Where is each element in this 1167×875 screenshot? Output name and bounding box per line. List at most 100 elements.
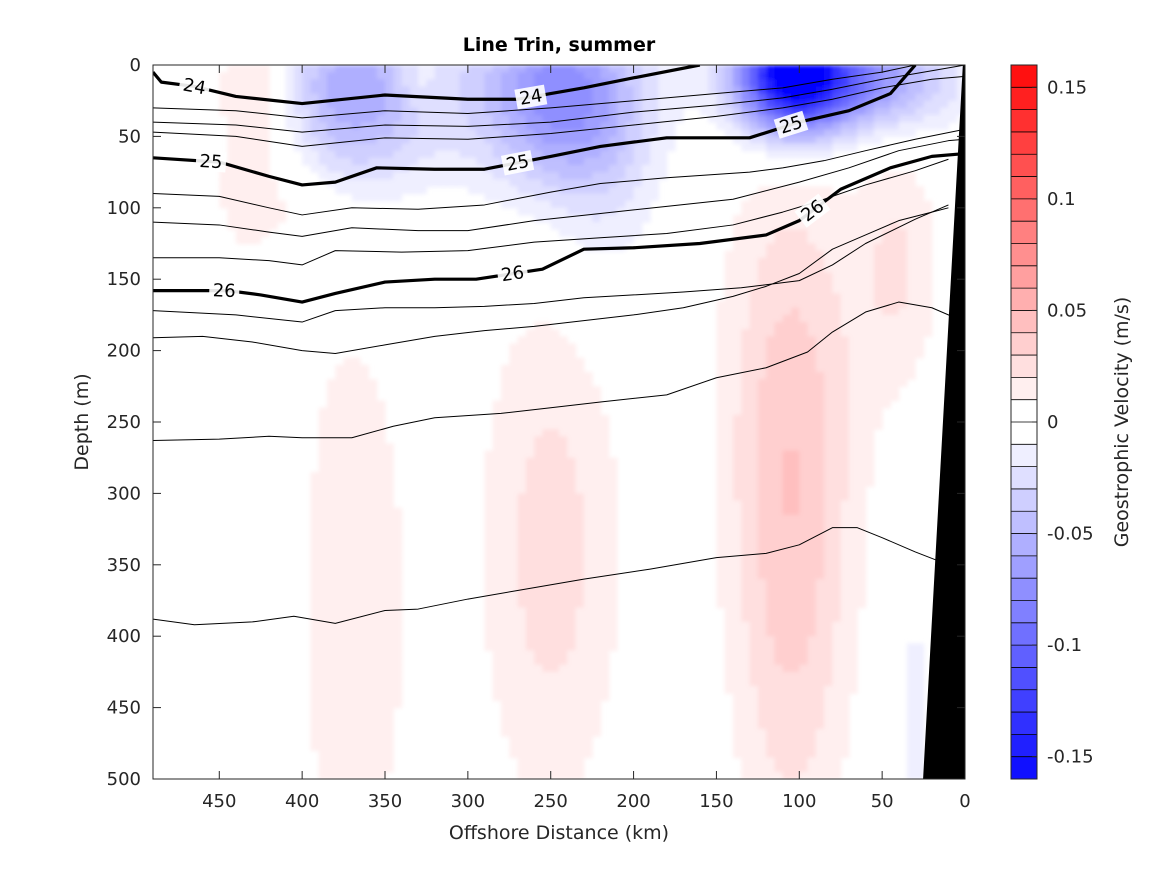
velocity-cell [774,143,784,152]
velocity-cell [782,743,792,752]
velocity-cell [567,193,577,202]
velocity-cell [766,407,776,416]
velocity-cell [956,79,965,88]
velocity-cell [559,493,568,502]
velocity-cell [517,372,527,380]
velocity-cell [542,393,552,402]
velocity-cell [824,764,834,773]
velocity-cell [318,65,328,73]
velocity-cell [393,529,403,537]
contour-label-bg [500,150,535,176]
velocity-cell [534,743,544,752]
velocity-cell [451,150,461,159]
velocity-cell [327,629,336,637]
velocity-cell [898,222,908,230]
velocity-cell [675,86,684,95]
velocity-cell [890,257,900,266]
velocity-cell [815,293,825,302]
velocity-cell [741,436,751,445]
velocity-cell [757,529,767,537]
velocity-cell [600,157,610,166]
velocity-cell [418,100,428,109]
velocity-cell [302,122,312,130]
velocity-cell [542,736,552,744]
velocity-cell [550,157,560,166]
velocity-cell [749,721,759,730]
velocity-cell [741,643,751,652]
velocity-cell [857,86,867,95]
velocity-cell [484,122,494,130]
velocity-cell [733,707,742,716]
velocity-cell [476,150,486,159]
velocity-cell [799,150,809,159]
velocity-cell [492,557,502,566]
velocity-cell [351,564,361,573]
velocity-cell [782,207,792,216]
velocity-cell [418,150,428,159]
velocity-cell [550,629,560,637]
velocity-cell [890,193,900,202]
velocity-cell [791,750,800,759]
velocity-cell [393,65,403,73]
velocity-cell [376,193,386,202]
velocity-cell [824,650,834,659]
velocity-cell [517,186,527,195]
velocity-cell [525,79,535,88]
velocity-cell [376,600,386,609]
velocity-cell [915,257,925,266]
velocity-cell [824,707,834,716]
velocity-cell [335,564,345,573]
velocity-cell [658,122,668,130]
velocity-cell [774,214,784,223]
velocity-cell [873,307,883,316]
velocity-cell [575,236,585,245]
velocity-cell [882,257,892,266]
velocity-cell [534,429,544,437]
velocity-cell [791,65,800,73]
velocity-cell [509,536,519,544]
velocity-cell [807,457,817,466]
velocity-cell [501,671,510,680]
velocity-cell [741,272,751,280]
velocity-cell [915,721,925,730]
velocity-cell [774,393,784,402]
velocity-cell [335,479,345,487]
velocity-cell [575,679,585,687]
velocity-cell [351,136,361,145]
velocity-cell [318,557,328,566]
velocity-cell [318,750,328,759]
velocity-cell [550,736,560,744]
velocity-cell [608,593,618,602]
velocity-cell [757,429,767,437]
velocity-cell [757,222,767,230]
velocity-cell [542,386,552,395]
velocity-cell [393,136,403,145]
velocity-cell [376,129,386,137]
velocity-cell [368,657,378,666]
velocity-cell [824,436,834,445]
velocity-cell [542,564,552,573]
velocity-cell [368,393,378,402]
velocity-cell [898,293,908,302]
velocity-cell [343,129,353,137]
velocity-cell [633,172,643,180]
velocity-cell [310,65,320,73]
velocity-cell [890,386,900,395]
velocity-cell [774,86,784,95]
velocity-cell [368,186,378,195]
velocity-cell [534,400,544,409]
velocity-cell [310,686,320,694]
velocity-cell [799,414,809,423]
velocity-cell [815,350,825,359]
velocity-cell [898,314,908,323]
velocity-cell [865,79,875,88]
velocity-cell [766,72,776,80]
velocity-cell [343,86,353,95]
velocity-cell [658,65,668,73]
velocity-cell [849,357,858,366]
velocity-cell [832,314,842,323]
velocity-cell [882,179,892,187]
velocity-cell [791,200,800,209]
velocity-cell [343,100,353,109]
velocity-cell [327,771,336,779]
